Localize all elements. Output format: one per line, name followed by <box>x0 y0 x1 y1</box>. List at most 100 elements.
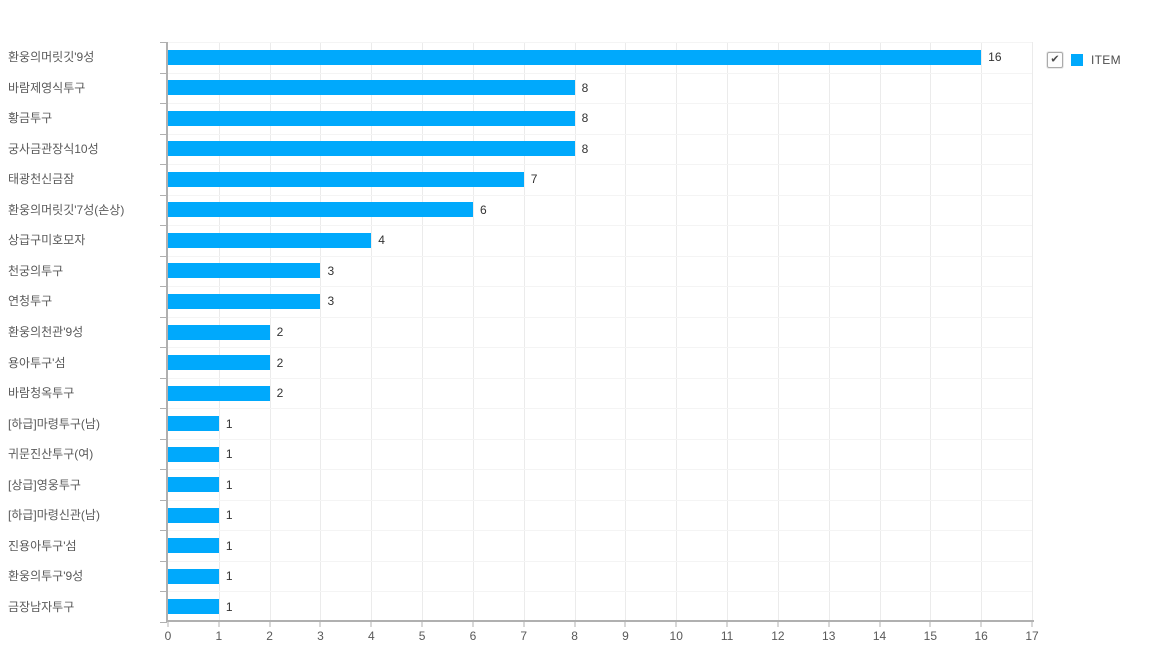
gridline <box>981 42 983 622</box>
axis-tick <box>160 499 167 501</box>
gridline <box>168 438 1032 440</box>
axis-tick <box>160 438 167 440</box>
bar[interactable] <box>168 446 219 462</box>
axis-tick <box>472 622 474 627</box>
bar-value-label: 1 <box>225 599 233 614</box>
bar[interactable] <box>168 538 219 554</box>
category-label: 황금투구 <box>8 111 53 126</box>
bar-value-label: 2 <box>276 386 284 401</box>
bar[interactable] <box>168 568 219 584</box>
x-tick-label: 9 <box>622 629 629 643</box>
x-tick-label: 5 <box>418 629 426 643</box>
bar[interactable] <box>168 202 473 218</box>
axis-tick <box>160 42 167 43</box>
legend-item[interactable]: ✔ ITEM <box>1047 52 1121 68</box>
category-label: 연청투구 <box>8 294 53 309</box>
gridline <box>168 530 1032 532</box>
category-label: 바람청옥투구 <box>8 386 75 401</box>
x-tick-label: 0 <box>164 629 172 643</box>
category-label: 환웅의천관'9성 <box>8 325 84 339</box>
gridline <box>168 133 1032 135</box>
x-tick-label: 12 <box>771 629 785 643</box>
axis-tick <box>160 255 167 257</box>
bar[interactable] <box>168 232 372 248</box>
gridline <box>472 42 474 622</box>
bar[interactable] <box>168 385 270 401</box>
bar[interactable] <box>168 293 321 309</box>
gridline <box>574 42 576 622</box>
bar-value-label: 1 <box>225 416 233 431</box>
gridline <box>168 591 1032 593</box>
bar-value-label: 2 <box>276 355 284 370</box>
category-label: 귀문진산투구(여) <box>8 447 94 462</box>
bar-value-label: 6 <box>479 202 487 217</box>
gridline <box>168 164 1032 166</box>
y-axis-labels: 환웅의머릿깃'9성 바람제영식투구 황금투구 궁사금관장식10성 태광천신금잠 환웅의머릿… <box>0 42 160 622</box>
legend-checkbox[interactable]: ✔ <box>1047 52 1063 68</box>
category-label: 용아투구'섬 <box>8 355 66 370</box>
axis-tick <box>319 622 321 627</box>
gridline <box>168 347 1032 349</box>
gridline <box>168 194 1032 196</box>
bar[interactable] <box>168 355 270 371</box>
axis-tick <box>160 591 167 593</box>
bar[interactable] <box>168 49 982 65</box>
axis-tick <box>218 622 220 627</box>
gridline <box>879 42 881 622</box>
axis-tick <box>421 622 423 627</box>
bar-value-label: 16 <box>988 50 1002 65</box>
x-tick-label: 13 <box>822 629 836 643</box>
axis-tick <box>160 530 167 532</box>
axis-tick <box>160 408 167 410</box>
bar[interactable] <box>168 171 524 187</box>
category-label: 태광천신금잠 <box>8 172 75 187</box>
gridline <box>168 408 1032 410</box>
axis-tick <box>160 347 167 349</box>
bar[interactable] <box>168 324 270 340</box>
bar-value-label: 8 <box>581 111 589 126</box>
gridline <box>168 499 1032 501</box>
bar[interactable] <box>168 507 219 523</box>
x-tick-label: 3 <box>317 629 324 643</box>
category-label: 상급구미호모자 <box>8 233 86 248</box>
gridline <box>168 255 1032 257</box>
gridline <box>320 42 322 622</box>
gridline <box>676 42 678 622</box>
category-label: 환웅의머릿깃'9성 <box>8 50 95 65</box>
category-label: [하급]마령투구(남) <box>8 416 100 431</box>
bar[interactable] <box>168 263 321 279</box>
bar-value-label: 7 <box>530 172 538 187</box>
bar-value-label: 3 <box>327 294 335 309</box>
bar[interactable] <box>168 110 575 126</box>
bar[interactable] <box>168 599 219 615</box>
bar-value-label: 1 <box>225 569 233 584</box>
axis-tick <box>160 225 167 227</box>
category-label: 천궁의투구 <box>8 263 64 278</box>
axis-tick <box>160 377 167 379</box>
bar[interactable] <box>168 80 575 96</box>
gridline <box>168 316 1032 318</box>
gridline <box>168 377 1032 379</box>
axis-tick <box>370 622 372 627</box>
gridline <box>168 469 1032 471</box>
bar[interactable] <box>168 141 575 157</box>
axis-tick <box>675 622 677 627</box>
category-label: 환웅의머릿깃'7성(손상) <box>8 202 125 217</box>
axis-tick <box>879 622 881 627</box>
bar-value-label: 8 <box>581 80 589 95</box>
axis-tick <box>167 622 169 627</box>
bar[interactable] <box>168 477 219 493</box>
x-tick-label: 1 <box>215 629 223 643</box>
category-label: 진용아투구'섬 <box>8 538 77 553</box>
x-tick-label: 4 <box>367 629 375 643</box>
bar[interactable] <box>168 416 219 432</box>
bar-value-label: 1 <box>225 477 233 492</box>
axis-tick <box>160 469 167 471</box>
x-tick-label: 2 <box>266 629 273 643</box>
bar-value-label: 1 <box>225 508 233 523</box>
plot-area: 16 8 8 8 7 6 4 3 3 2 2 2 1 1 1 1 1 1 1 <box>168 42 1033 622</box>
bar-value-label: 8 <box>581 141 589 156</box>
x-tick-label: 17 <box>1025 629 1039 643</box>
axis-tick <box>160 164 167 166</box>
